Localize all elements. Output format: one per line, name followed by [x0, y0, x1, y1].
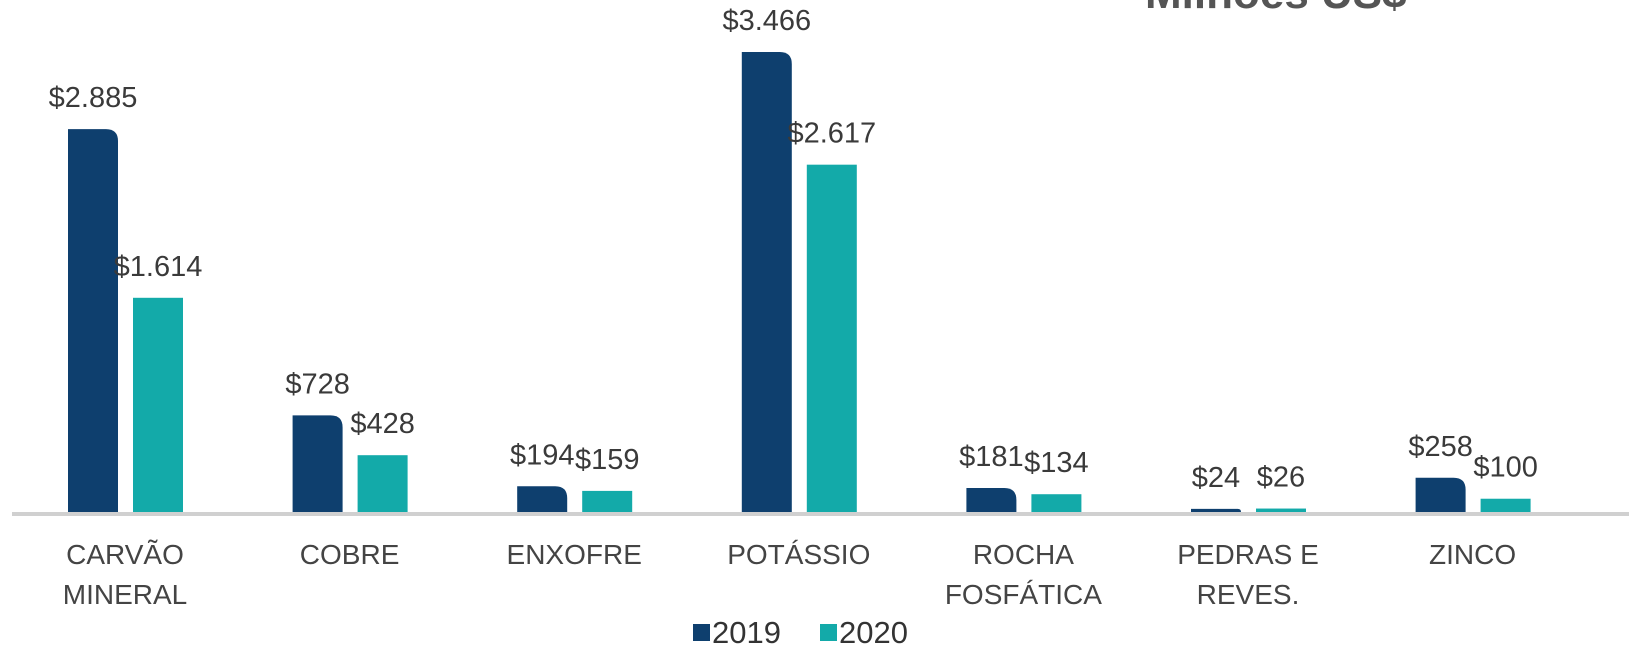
bar [517, 486, 568, 512]
data-label: $258 [1408, 431, 1473, 463]
bar [1480, 498, 1531, 512]
x-tick-label: REVES. [1197, 579, 1300, 610]
x-tick-label: ZINCO [1429, 539, 1516, 570]
bar [806, 164, 857, 513]
data-label: $159 [575, 444, 640, 476]
data-label: $2.885 [49, 82, 138, 114]
bar [1415, 477, 1466, 512]
data-label: $100 [1473, 452, 1538, 484]
data-label: $1.614 [114, 251, 203, 283]
x-tick-label: FOSFÁTICA [945, 579, 1102, 610]
bar [1256, 508, 1306, 512]
legend-swatch [693, 624, 710, 641]
bar [68, 129, 118, 512]
bar [1031, 494, 1082, 512]
bar [741, 52, 792, 512]
x-tick-label: PEDRAS E [1177, 539, 1319, 570]
data-label: $134 [1024, 447, 1089, 479]
bar [292, 415, 343, 512]
x-tick-label: ROCHA [973, 539, 1074, 570]
legend-label: 2019 [712, 615, 781, 650]
data-label: $181 [959, 441, 1024, 473]
bar [133, 297, 183, 512]
data-label: $428 [350, 408, 415, 440]
legend-swatch [820, 624, 837, 641]
x-tick-label: POTÁSSIO [727, 539, 870, 570]
x-tick-label: ENXOFRE [507, 539, 642, 570]
legend-label: 2020 [839, 615, 908, 650]
data-label: $3.466 [722, 5, 811, 37]
data-label: $26 [1257, 462, 1305, 494]
x-tick-label: CARVÃO [66, 539, 184, 570]
bar [582, 490, 633, 512]
bar [966, 487, 1017, 512]
data-label: $24 [1192, 462, 1240, 494]
data-label: $194 [510, 439, 575, 471]
data-label: $728 [285, 368, 350, 400]
data-label: $2.617 [787, 118, 876, 150]
bar [357, 455, 408, 512]
x-tick-label: COBRE [300, 539, 400, 570]
x-tick-label: MINERAL [63, 579, 187, 610]
chart-title: Milhões US$ [1145, 0, 1407, 18]
bar [1191, 508, 1241, 512]
